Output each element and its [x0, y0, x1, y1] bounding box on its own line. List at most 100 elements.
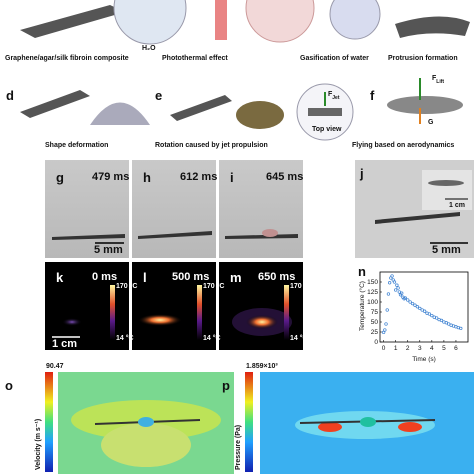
data-point	[400, 291, 404, 295]
data-point	[395, 283, 399, 287]
data-point	[384, 322, 388, 326]
time-label: 650 ms	[258, 271, 295, 283]
photo	[45, 160, 129, 258]
hub	[138, 417, 154, 427]
zoom-circle	[245, 0, 315, 43]
data-point	[422, 309, 427, 313]
time-label: 479 ms	[92, 171, 129, 183]
caption: Gasification of water	[300, 55, 369, 62]
hot-spot	[62, 318, 82, 326]
colorbar	[245, 372, 253, 472]
y-tick-label: 75	[371, 309, 379, 316]
row-g-j: g 479 ms h 612 ms i 645 ms j 5 mm 5 mm 1…	[45, 160, 474, 258]
inset	[422, 170, 472, 210]
panel-letter: f	[370, 88, 375, 103]
sheet	[170, 95, 232, 121]
x-axis-label: Time (s)	[412, 356, 436, 363]
panel-letter: e	[155, 88, 162, 103]
data-point	[383, 328, 387, 332]
gravity: G	[428, 119, 434, 126]
time-label: 0 ms	[92, 271, 117, 283]
panel-letter: p	[222, 378, 230, 393]
panel-letter: n	[358, 264, 366, 279]
flyer	[387, 96, 463, 114]
caption: Flying based on aerodynamics	[352, 142, 454, 149]
hot-spot	[246, 315, 278, 329]
zoom-circle	[113, 0, 187, 45]
time-label: 500 ms	[172, 271, 209, 283]
temperature-chart: n Temperature (°C) Time (s) 025507510012…	[358, 264, 469, 363]
colorbar-label: Pressure (Pa)	[235, 425, 242, 470]
data-point	[435, 316, 439, 320]
sheet	[20, 5, 125, 38]
panel-letter: j	[359, 166, 364, 181]
inset-film	[428, 180, 464, 186]
colorbar	[284, 285, 289, 340]
caption: Rotation caused by jet propulsion	[155, 142, 268, 149]
h2o: H₂O	[142, 45, 156, 52]
data-point	[459, 326, 463, 331]
data-point	[396, 286, 400, 290]
zoom-circle	[329, 0, 381, 40]
x-tick-label: 2	[406, 345, 410, 352]
film	[375, 212, 460, 224]
panel-letter: o	[5, 378, 13, 393]
row-a-c: H₂O Graphene/agar/silk fibroin composite…	[5, 0, 470, 62]
film	[52, 234, 125, 240]
data-point	[410, 301, 415, 306]
panel-letter: k	[56, 270, 64, 285]
y-tick-label: 50	[371, 319, 379, 326]
data-point	[390, 274, 394, 278]
y-tick-label: 25	[371, 329, 379, 336]
protrusion	[395, 16, 470, 38]
data-point	[415, 305, 420, 309]
data-point	[387, 281, 392, 285]
x-tick-label: 1	[394, 345, 398, 352]
data-point	[386, 292, 391, 296]
scale-label: 5 mm	[94, 244, 123, 256]
cbar-max: 170 °C	[203, 282, 224, 290]
film	[138, 231, 212, 239]
colorbar	[45, 372, 53, 472]
panel-letter: l	[143, 270, 147, 285]
top-view-bar	[308, 108, 342, 116]
laser	[215, 0, 227, 40]
time-label: 612 ms	[180, 171, 217, 183]
panel-letter: g	[56, 170, 64, 185]
sheet	[20, 90, 90, 118]
top-view: Top view	[312, 126, 342, 133]
data-point	[385, 308, 389, 312]
colorbar-max: 90.47	[46, 363, 64, 370]
photo	[219, 160, 303, 258]
y-tick-label: 150	[367, 279, 378, 286]
scale-label: 5 mm	[432, 244, 461, 256]
data-point	[406, 298, 410, 302]
row-k-m: k 0 ms l 500 ms m 650 ms 170 °C 14 °C 17…	[45, 262, 311, 350]
pressure-region	[398, 422, 422, 432]
film-bump	[262, 229, 278, 237]
x-tick-label: 5	[442, 345, 446, 352]
data-point	[403, 296, 407, 300]
colorbar-max: 1.859×10³	[246, 363, 278, 370]
cbar-max: 170 °C	[116, 282, 137, 290]
f-jet: FJet	[328, 91, 340, 101]
panel-letter: m	[230, 270, 242, 285]
x-tick-label: 0	[382, 345, 386, 352]
caption: Protrusion formation	[388, 55, 458, 62]
x-tick-label: 3	[418, 345, 422, 352]
dome	[90, 102, 150, 125]
scale-label: 1 cm	[449, 202, 465, 209]
y-tick-label: 0	[374, 339, 378, 346]
panel-letter: d	[6, 88, 14, 103]
data-point	[418, 306, 422, 311]
data-point	[392, 280, 397, 284]
data-point	[430, 313, 434, 318]
data-point	[394, 288, 398, 292]
cbar-min: 14 °C	[116, 334, 134, 342]
hot-spot	[138, 314, 182, 326]
colorbar	[110, 285, 115, 340]
row-d-f: d Shape deformation e Rotation caused by…	[6, 75, 463, 149]
plot-frame	[379, 271, 469, 343]
data-point	[427, 312, 432, 316]
